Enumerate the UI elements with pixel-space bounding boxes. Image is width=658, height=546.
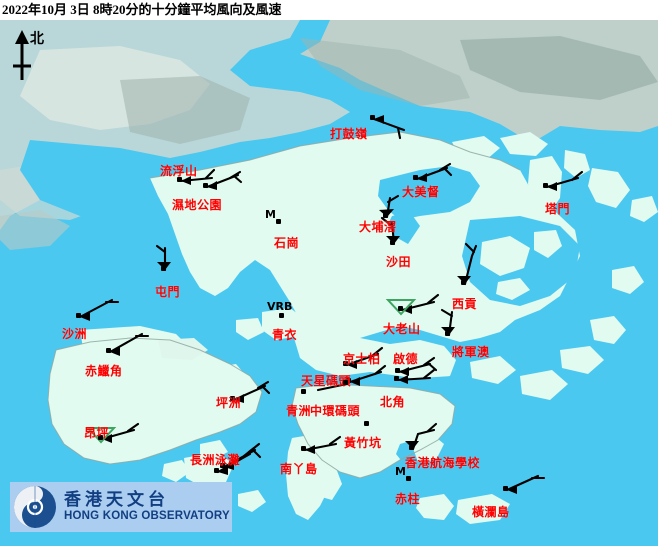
station-label[interactable]: 塔門: [545, 202, 571, 216]
station-label[interactable]: 香港航海學校: [405, 456, 481, 470]
station-marker[interactable]: [364, 421, 369, 426]
station-label[interactable]: 流浮山: [160, 164, 198, 178]
kowloon-peninsula: [294, 320, 456, 382]
lantau-island: [48, 338, 262, 464]
station-marker[interactable]: [543, 183, 548, 188]
station-label[interactable]: 西貢: [452, 297, 478, 311]
station-marker[interactable]: [503, 486, 508, 491]
station-label[interactable]: 京士柏: [343, 352, 381, 366]
station-label[interactable]: 濕地公園: [172, 198, 223, 212]
coastline-strokes: [47, 131, 521, 479]
station-label[interactable]: 坪洲: [216, 396, 242, 410]
logo-title-en: HONG KONG OBSERVATORY: [64, 509, 230, 522]
station-label[interactable]: 大埔滘: [359, 220, 397, 234]
station-label[interactable]: 打鼓嶺: [330, 127, 368, 141]
tsing-yi-island: [262, 308, 306, 340]
station-marker[interactable]: [214, 468, 219, 473]
station-label[interactable]: 沙田: [386, 255, 412, 269]
cheung-chau-island: [184, 452, 234, 488]
page-title: 2022年10月 3日 8時20分的十分鐘平均風向及風速: [0, 0, 658, 20]
station-marker[interactable]: [343, 361, 348, 366]
station-marker[interactable]: [177, 177, 182, 182]
station-label[interactable]: 沙洲: [62, 327, 88, 341]
station-label[interactable]: 北角: [380, 395, 406, 409]
station-marker[interactable]: [390, 240, 395, 245]
north-label: 北: [30, 31, 44, 47]
station-marker[interactable]: [394, 376, 399, 381]
station-flag-M: M: [395, 465, 406, 478]
station-label[interactable]: 將軍澳: [452, 345, 490, 359]
station-label[interactable]: 橫瀾島: [472, 505, 510, 519]
station-marker[interactable]: [406, 476, 411, 481]
station-flag-VRB: VRB: [267, 300, 293, 313]
station-marker[interactable]: [98, 435, 103, 440]
station-marker[interactable]: [203, 183, 208, 188]
map-geography: [0, 20, 658, 524]
peng-chau-island: [210, 364, 248, 390]
hong-kong-wind-map[interactable]: 北 打鼓嶺流浮山濕地公園 M 石崗 大美督塔門大埔滘沙田屯門西貢沙洲赤鱲角 大老山 VRB…: [0, 20, 658, 546]
station-marker[interactable]: [343, 380, 348, 385]
station-label[interactable]: 中環碼頭: [310, 404, 361, 418]
station-marker[interactable]: [279, 313, 284, 318]
station-label[interactable]: 青洲: [286, 404, 312, 418]
station-marker[interactable]: [395, 368, 400, 373]
lamma-island: [286, 434, 336, 520]
station-label[interactable]: 大美督: [402, 185, 440, 199]
waglan-island: [456, 494, 510, 524]
station-marker[interactable]: [301, 389, 306, 394]
station-marker[interactable]: [370, 115, 375, 120]
station-label[interactable]: 長洲泳灘: [190, 453, 241, 467]
station-label[interactable]: 大老山: [383, 322, 421, 336]
tolo-harbour: [378, 166, 480, 220]
station-label[interactable]: 石崗: [274, 236, 300, 250]
logo-title-zh: 香港天文台: [64, 490, 169, 511]
station-label[interactable]: 赤柱: [395, 492, 421, 506]
station-marker[interactable]: [106, 348, 111, 353]
station-marker[interactable]: [301, 446, 306, 451]
hko-logo-icon: [14, 486, 56, 528]
station-label[interactable]: 屯門: [155, 285, 181, 299]
station-marker[interactable]: [276, 219, 281, 224]
station-label[interactable]: 南丫島: [280, 462, 318, 476]
mountain-station-triangles: [85, 299, 417, 444]
station-label[interactable]: 昂坪: [84, 426, 110, 440]
hko-logo: 香港天文台 HONG KONG OBSERVATORY: [10, 482, 232, 532]
station-marker[interactable]: [398, 306, 403, 311]
station-label[interactable]: 青衣: [272, 328, 298, 342]
station-marker[interactable]: [220, 463, 225, 468]
station-marker[interactable]: [383, 213, 388, 218]
station-marker[interactable]: [161, 266, 166, 271]
station-label[interactable]: 黃竹坑: [344, 436, 382, 450]
station-marker[interactable]: [413, 175, 418, 180]
north-arrow-icon: [13, 30, 31, 80]
station-marker[interactable]: [409, 445, 414, 450]
station-label[interactable]: 啟德: [393, 352, 419, 366]
station-marker[interactable]: [76, 313, 81, 318]
mainland-china-area: [0, 20, 658, 250]
station-marker[interactable]: [230, 396, 235, 401]
station-marker[interactable]: [445, 331, 450, 336]
station-marker[interactable]: [461, 280, 466, 285]
station-flag-M: M: [265, 208, 276, 221]
station-marker[interactable]: [346, 378, 351, 383]
station-label[interactable]: 天星碼頭: [301, 374, 352, 388]
station-label[interactable]: 赤鱲角: [85, 364, 123, 378]
